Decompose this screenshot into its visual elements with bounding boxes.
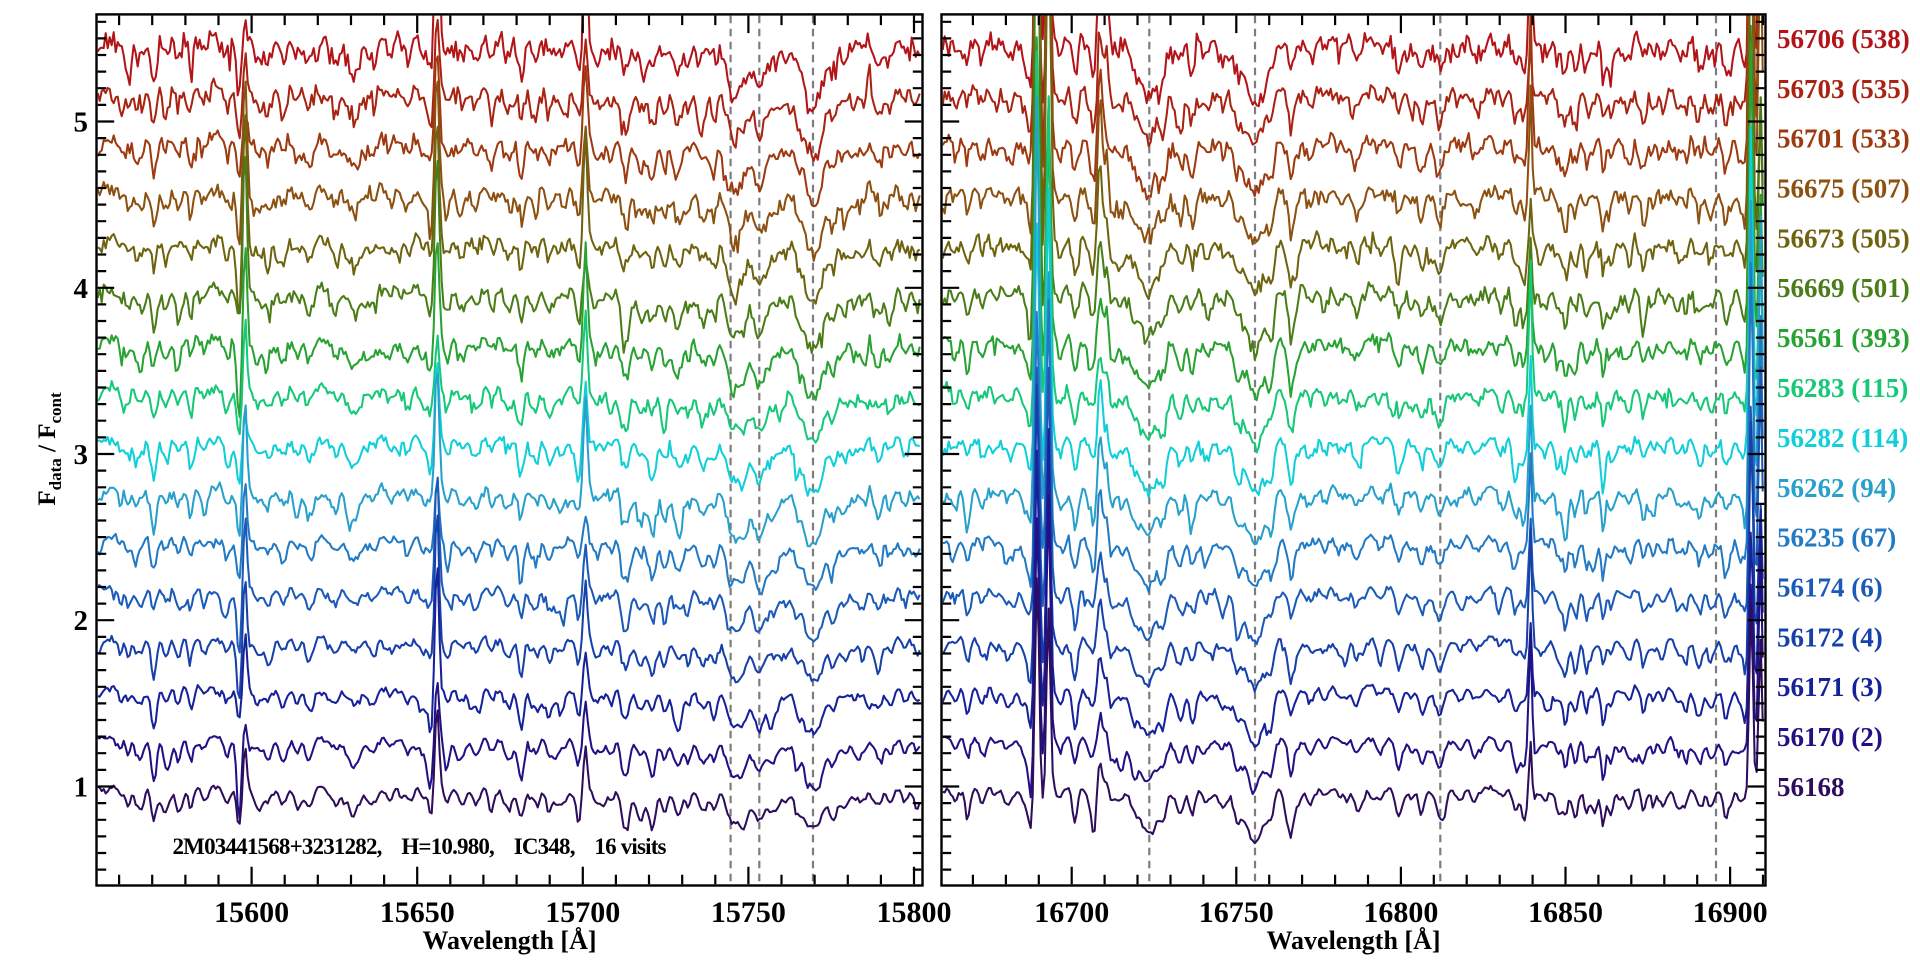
- svg-text:15800: 15800: [877, 896, 952, 929]
- svg-text:56675 (507): 56675 (507): [1777, 174, 1910, 204]
- svg-text:16850: 16850: [1528, 896, 1603, 929]
- svg-text:56171 (3): 56171 (3): [1777, 672, 1883, 702]
- svg-text:56673 (505): 56673 (505): [1777, 223, 1910, 253]
- svg-text:56235 (67): 56235 (67): [1777, 523, 1896, 553]
- svg-text:15700: 15700: [545, 896, 620, 929]
- svg-text:16900: 16900: [1693, 896, 1768, 929]
- svg-text:56283 (115): 56283 (115): [1777, 373, 1908, 403]
- svg-text:56701 (533): 56701 (533): [1777, 124, 1910, 154]
- svg-text:15650: 15650: [380, 896, 455, 929]
- svg-text:15750: 15750: [711, 896, 786, 929]
- svg-text:56561 (393): 56561 (393): [1777, 323, 1910, 353]
- svg-text:2: 2: [74, 605, 89, 637]
- svg-text:56170 (2): 56170 (2): [1777, 722, 1883, 752]
- svg-text:16700: 16700: [1034, 896, 1109, 929]
- svg-text:56262 (94): 56262 (94): [1777, 473, 1896, 503]
- svg-text:56174 (6): 56174 (6): [1777, 573, 1883, 603]
- svg-text:56703 (535): 56703 (535): [1777, 74, 1910, 104]
- svg-text:15600: 15600: [214, 896, 289, 929]
- svg-text:16800: 16800: [1363, 896, 1438, 929]
- svg-text:16750: 16750: [1199, 896, 1274, 929]
- svg-text:56669 (501): 56669 (501): [1777, 273, 1910, 303]
- svg-text:5: 5: [74, 107, 89, 139]
- svg-text:56172 (4): 56172 (4): [1777, 622, 1883, 652]
- svg-text:56706 (538): 56706 (538): [1777, 24, 1910, 54]
- svg-text:56168: 56168: [1777, 772, 1845, 802]
- svg-text:3: 3: [74, 439, 89, 471]
- svg-text:Wavelength [Å]: Wavelength [Å]: [1266, 926, 1440, 955]
- svg-text:4: 4: [74, 273, 89, 305]
- svg-text:2M03441568+3231282, H=10.98: 2M03441568+3231282, H=10.980, IC348, 16 …: [173, 834, 667, 859]
- svg-text:Wavelength [Å]: Wavelength [Å]: [422, 926, 596, 955]
- svg-text:1: 1: [74, 772, 89, 804]
- svg-text:56282 (114): 56282 (114): [1777, 423, 1908, 453]
